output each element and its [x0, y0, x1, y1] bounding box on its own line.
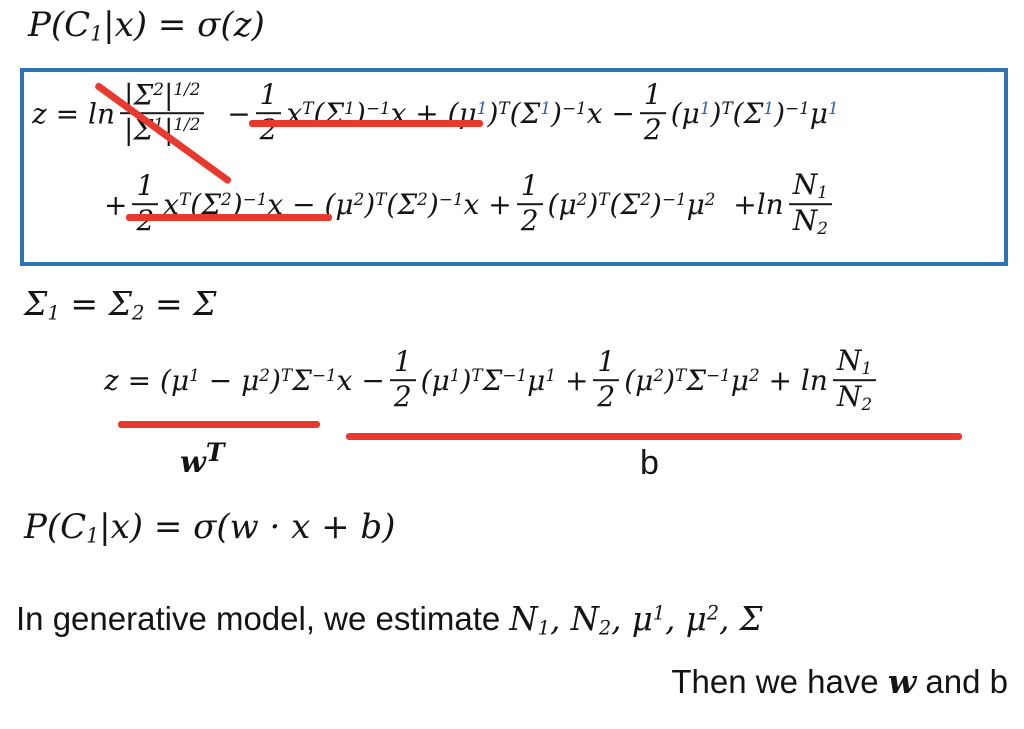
eq-posterior-sigma-z: P(C1|x) = σ(z) [28, 5, 265, 46]
w-transpose-label: wT [180, 438, 225, 480]
then-we-have-text: Then we have w and b [671, 662, 1008, 701]
red-underline-b-term [346, 433, 962, 440]
then-w-symbol: w [887, 662, 917, 701]
then-prefix: Then we have [671, 663, 888, 700]
red-strike-quadratic-term-2 [126, 214, 332, 221]
red-strike-quadratic-term-1 [249, 120, 483, 127]
eq-z-simplified: z = (μ1 − μ2)TΣ−1x −1 2 (μ1)TΣ−1μ1 +1 2 (μ2)… [104, 346, 881, 416]
red-underline-w-term [118, 421, 320, 428]
generative-model-parameters: N1, N2, μ1, μ2, Σ [509, 600, 763, 640]
z-derivation-box: z = ln |Σ2|1/2 |Σ1|1/2 −1 2 xT(Σ1)−1x + (μ1)… [20, 68, 1008, 266]
generative-model-prefix: In generative model, we estimate [16, 600, 510, 637]
generative-model-text: In generative model, we estimate N1, N2,… [16, 600, 762, 639]
eq-sigma-equal: Σ1 = Σ2 = Σ [24, 284, 217, 325]
eq-z-full-line1: z = ln |Σ2|1/2 |Σ1|1/2 −1 2 xT(Σ1)−1x + (μ1)… [32, 78, 839, 147]
eq-posterior-wb: P(C1|x) = σ(w · x + b) [24, 507, 396, 548]
b-label: b [640, 444, 659, 482]
then-suffix: and b [916, 663, 1008, 700]
